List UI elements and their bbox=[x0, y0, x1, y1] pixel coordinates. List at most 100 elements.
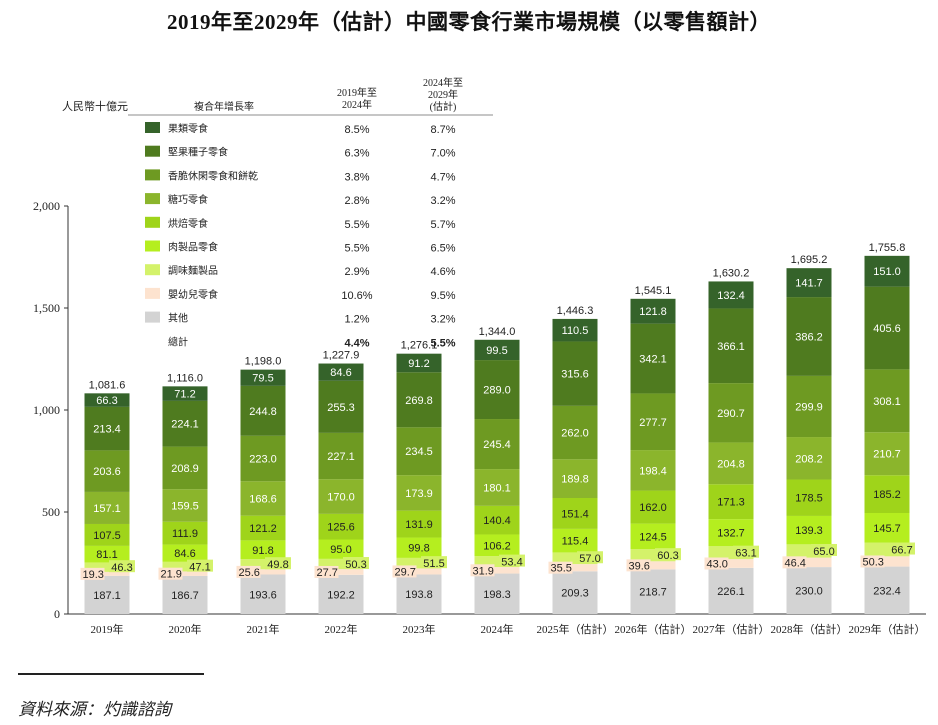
cagr-total-value: 5.5% bbox=[430, 337, 455, 349]
data-label-tag bbox=[655, 548, 681, 561]
data-label: 107.5 bbox=[93, 530, 121, 542]
bar-segment bbox=[708, 519, 754, 547]
bar-segment bbox=[396, 568, 442, 575]
data-label-tag bbox=[782, 556, 807, 569]
bar-segment bbox=[474, 360, 520, 420]
bar-segment bbox=[552, 571, 598, 614]
legend-label: 香脆休閑零食和餅乾 bbox=[168, 169, 258, 182]
stacked-bar-chart: 人民幣十億元 複合年增長率2019年至2024年2024年至2029年(估計)果類… bbox=[33, 76, 926, 636]
bar-segment bbox=[84, 545, 130, 563]
data-label-tag bbox=[733, 545, 759, 558]
cagr-value: 5.7% bbox=[430, 219, 455, 231]
bar-segment bbox=[396, 475, 442, 511]
bar-segment bbox=[240, 574, 286, 614]
bar-segment bbox=[84, 450, 130, 492]
total-label: 1,276.1 bbox=[401, 340, 438, 352]
data-label: 47.1 bbox=[189, 562, 210, 574]
bar-segment bbox=[474, 505, 520, 535]
legend-background bbox=[128, 111, 493, 340]
cagr-col2-header: 2029年 bbox=[428, 88, 458, 101]
legend-swatch bbox=[145, 122, 160, 133]
data-label: 84.6 bbox=[330, 367, 351, 379]
data-label: 99.5 bbox=[486, 345, 507, 357]
data-label: 315.6 bbox=[561, 369, 589, 381]
data-label: 277.7 bbox=[639, 417, 667, 429]
data-label: 269.8 bbox=[405, 395, 433, 407]
legend-swatch bbox=[145, 145, 160, 157]
x-tick-label: 2029年（估計） bbox=[849, 622, 926, 636]
bar-segment bbox=[162, 521, 208, 545]
cagr-value: 3.8% bbox=[344, 171, 369, 183]
bar-segment bbox=[396, 353, 442, 373]
data-label: 53.4 bbox=[501, 557, 522, 569]
chart-title: 2019年至2029年（估計）中國零食行業市場規模（以零售額計） bbox=[167, 10, 771, 34]
bar-segment bbox=[552, 564, 598, 572]
cagr-value: 5.5% bbox=[344, 219, 369, 231]
bar-segment bbox=[630, 323, 676, 394]
data-label-tag bbox=[158, 567, 183, 580]
data-label: 35.5 bbox=[551, 563, 572, 575]
data-label: 106.2 bbox=[483, 540, 511, 552]
data-label: 132.7 bbox=[717, 528, 745, 540]
data-label: 224.1 bbox=[171, 419, 199, 431]
data-label: 203.6 bbox=[93, 466, 121, 478]
bar-segment bbox=[84, 491, 130, 524]
data-label: 262.0 bbox=[561, 428, 589, 440]
bar-segment bbox=[240, 559, 286, 570]
bar-segment bbox=[240, 369, 286, 386]
data-label: 49.8 bbox=[267, 559, 288, 571]
cagr-value: 6.5% bbox=[430, 243, 455, 255]
data-label: 121.2 bbox=[249, 523, 277, 535]
source-note: 資料來源：灼識諮詢 bbox=[18, 700, 171, 719]
cagr-value: 4.6% bbox=[430, 266, 455, 278]
data-label: 145.7 bbox=[873, 523, 901, 535]
data-label: 223.0 bbox=[249, 454, 277, 466]
data-label: 46.4 bbox=[785, 557, 806, 569]
data-label: 141.7 bbox=[795, 278, 823, 290]
bar-segment bbox=[708, 442, 754, 485]
data-label: 218.7 bbox=[639, 587, 667, 599]
data-label: 308.1 bbox=[873, 396, 901, 408]
legend-label: 嬰幼兒零食 bbox=[168, 288, 218, 301]
bar-segment bbox=[474, 469, 520, 506]
data-label: 43.0 bbox=[707, 558, 728, 570]
cagr-col1-header: 2019年至 bbox=[337, 86, 377, 99]
data-label-tag bbox=[889, 542, 915, 555]
data-label-tag bbox=[265, 557, 291, 570]
bar-segment bbox=[786, 515, 832, 545]
bar-segment bbox=[864, 556, 910, 567]
data-label: 198.3 bbox=[483, 589, 511, 601]
bar-segment bbox=[396, 510, 442, 538]
total-label: 1,630.2 bbox=[713, 267, 750, 279]
legend-total-label: 總計 bbox=[168, 335, 188, 348]
data-label: 63.1 bbox=[735, 548, 756, 560]
legend-label: 調味麵製品 bbox=[168, 264, 218, 277]
bar-segment bbox=[318, 569, 364, 575]
bar-segment bbox=[630, 490, 676, 524]
total-label: 1,695.2 bbox=[791, 254, 828, 266]
bar-segment bbox=[240, 481, 286, 516]
chart-bars: 187.1 81.1 107.5 157.1 203.6 213.4 66.3 19.3 46.… bbox=[80, 242, 926, 636]
data-label: 79.5 bbox=[252, 373, 273, 385]
bar-segment bbox=[786, 479, 832, 516]
bar-segment bbox=[474, 573, 520, 614]
data-label: 50.3 bbox=[863, 556, 884, 568]
cagr-value: 4.7% bbox=[430, 171, 455, 183]
y-axis-unit: 人民幣十億元 bbox=[62, 99, 128, 113]
data-label: 131.9 bbox=[405, 519, 433, 531]
cagr-total-value: 4.4% bbox=[344, 337, 369, 349]
bar-segment bbox=[240, 515, 286, 541]
data-label: 19.3 bbox=[83, 569, 104, 581]
data-label: 157.1 bbox=[93, 503, 121, 515]
cagr-col2-header: (估計) bbox=[430, 100, 457, 113]
bar-segment bbox=[864, 432, 910, 476]
bar-segment bbox=[552, 318, 598, 342]
bar-segment bbox=[708, 281, 754, 309]
bar-segment bbox=[162, 386, 208, 401]
data-label-tag bbox=[314, 565, 339, 578]
bar-segment bbox=[864, 255, 910, 287]
cagr-value: 2.8% bbox=[344, 195, 369, 207]
bar-segment bbox=[474, 567, 520, 574]
data-label-tag bbox=[109, 560, 135, 573]
y-tick-label: 1,000 bbox=[33, 403, 60, 417]
